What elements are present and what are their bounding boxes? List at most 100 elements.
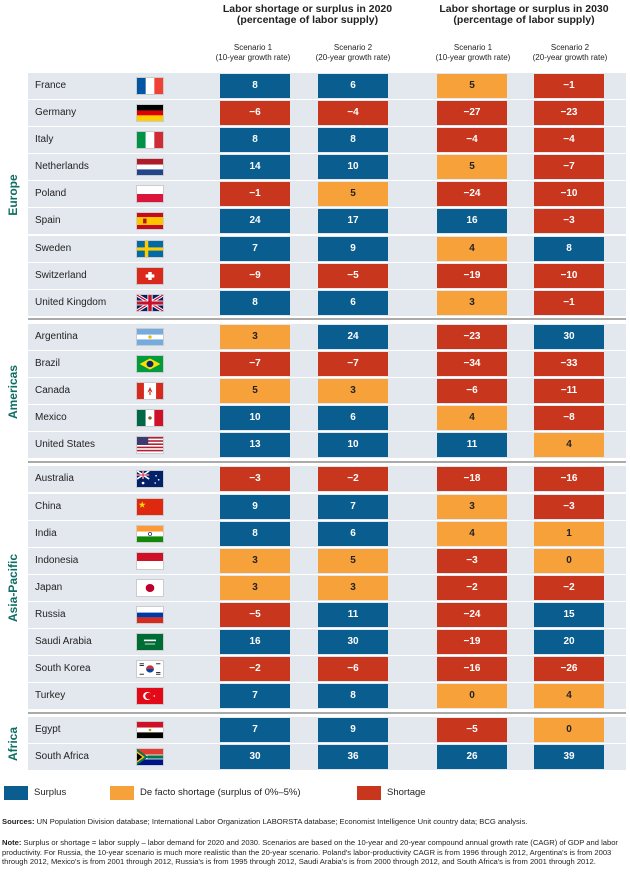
country-name: Mexico (35, 412, 67, 423)
note-label: Note: (2, 838, 22, 847)
value-cell: 8 (220, 291, 290, 315)
value-cell: 4 (534, 684, 604, 708)
value-cell: −19 (437, 630, 507, 654)
header-2030-subtitle: (percentage of labor supply) (453, 14, 595, 26)
value-cell: −1 (534, 74, 604, 98)
value-cell: −5 (220, 603, 290, 627)
pl-flag-icon (136, 185, 164, 203)
country-name: Saudi Arabia (35, 636, 92, 647)
country-name: Egypt (35, 724, 61, 735)
country-name: United Kingdom (35, 297, 107, 308)
value-cell: 5 (437, 74, 507, 98)
value-cell: 7 (318, 495, 388, 519)
value-cell: 5 (318, 549, 388, 573)
value-cell: −7 (220, 352, 290, 376)
value-cell: 30 (220, 745, 290, 769)
value-cell: −3 (437, 549, 507, 573)
value-cell: 5 (437, 155, 507, 179)
country-name: France (35, 80, 67, 91)
value-cell: 7 (220, 718, 290, 742)
eg-flag-icon (136, 721, 164, 739)
col-head-label: Scenario 2 (333, 43, 373, 52)
value-cell: −1 (534, 291, 604, 315)
au-flag-icon (136, 470, 164, 488)
header-2030-title: Labor shortage or surplus in 2030 (439, 3, 609, 15)
value-cell: 8 (318, 128, 388, 152)
value-cell: 39 (534, 745, 604, 769)
value-cell: 8 (220, 128, 290, 152)
country-name: China (35, 501, 62, 512)
col-head-2030-s2: Scenario 2 (20-year growth rate) (517, 43, 623, 62)
kr-flag-icon (136, 660, 164, 678)
value-cell: 8 (220, 522, 290, 546)
col-head-sublabel: (20-year growth rate) (315, 52, 391, 62)
sources-note: Sources: UN Population Division database… (2, 817, 626, 827)
header-2030: Labor shortage or surplus in 2030 (perce… (418, 4, 630, 26)
note: Note: Surplus or shortage = labor supply… (2, 838, 626, 867)
value-cell: 11 (437, 433, 507, 457)
value-cell: 16 (220, 630, 290, 654)
region-label: Americas (6, 364, 20, 419)
value-cell: 6 (318, 406, 388, 430)
value-cell: 9 (220, 495, 290, 519)
value-cell: −5 (318, 264, 388, 288)
value-cell: −27 (437, 101, 507, 125)
br-flag-icon (136, 355, 164, 373)
value-cell: 9 (318, 718, 388, 742)
value-cell: −1 (220, 182, 290, 206)
value-cell: 10 (318, 155, 388, 179)
value-cell: 30 (534, 325, 604, 349)
us-flag-icon (136, 436, 164, 454)
country-name: South Africa (35, 751, 89, 762)
value-cell: 1 (534, 522, 604, 546)
country-name: Argentina (35, 331, 78, 342)
country-name: Netherlands (35, 161, 89, 172)
region-divider (28, 712, 626, 714)
legend-swatch-surplus (4, 786, 28, 800)
value-cell: −2 (318, 467, 388, 491)
col-head-2020-s2: Scenario 2 (20-year growth rate) (300, 43, 406, 62)
ar-flag-icon (136, 328, 164, 346)
value-cell: 0 (534, 549, 604, 573)
value-cell: 4 (534, 433, 604, 457)
value-cell: −16 (534, 467, 604, 491)
col-head-2020-s1: Scenario 1 (10-year growth rate) (200, 43, 306, 62)
value-cell: 3 (318, 576, 388, 600)
value-cell: 5 (318, 182, 388, 206)
value-cell: 4 (437, 237, 507, 261)
value-cell: 3 (220, 549, 290, 573)
region-divider (28, 461, 626, 463)
sources-text: UN Population Division database; Interna… (34, 817, 528, 826)
value-cell: 6 (318, 291, 388, 315)
country-name: Italy (35, 134, 54, 145)
value-cell: 15 (534, 603, 604, 627)
country-name: Sweden (35, 243, 72, 254)
col-head-label: Scenario 1 (233, 43, 273, 52)
value-cell: 20 (534, 630, 604, 654)
legend-swatch-defacto (110, 786, 134, 800)
country-name: Spain (35, 215, 61, 226)
value-cell: 9 (318, 237, 388, 261)
tr-flag-icon (136, 687, 164, 705)
value-cell: 36 (318, 745, 388, 769)
value-cell: −16 (437, 657, 507, 681)
value-cell: −3 (534, 209, 604, 233)
value-cell: 8 (318, 684, 388, 708)
country-name: Brazil (35, 358, 61, 369)
col-head-label: Scenario 2 (550, 43, 590, 52)
country-name: Canada (35, 385, 71, 396)
value-cell: 3 (437, 291, 507, 315)
value-cell: −4 (534, 128, 604, 152)
value-cell: 6 (318, 74, 388, 98)
country-name: South Korea (35, 663, 91, 674)
value-cell: 24 (220, 209, 290, 233)
value-cell: 17 (318, 209, 388, 233)
value-cell: −8 (534, 406, 604, 430)
it-flag-icon (136, 131, 164, 149)
value-cell: 30 (318, 630, 388, 654)
de-flag-icon (136, 104, 164, 122)
value-cell: −19 (437, 264, 507, 288)
value-cell: −11 (534, 379, 604, 403)
legend-label-surplus: Surplus (34, 787, 67, 798)
value-cell: 5 (220, 379, 290, 403)
